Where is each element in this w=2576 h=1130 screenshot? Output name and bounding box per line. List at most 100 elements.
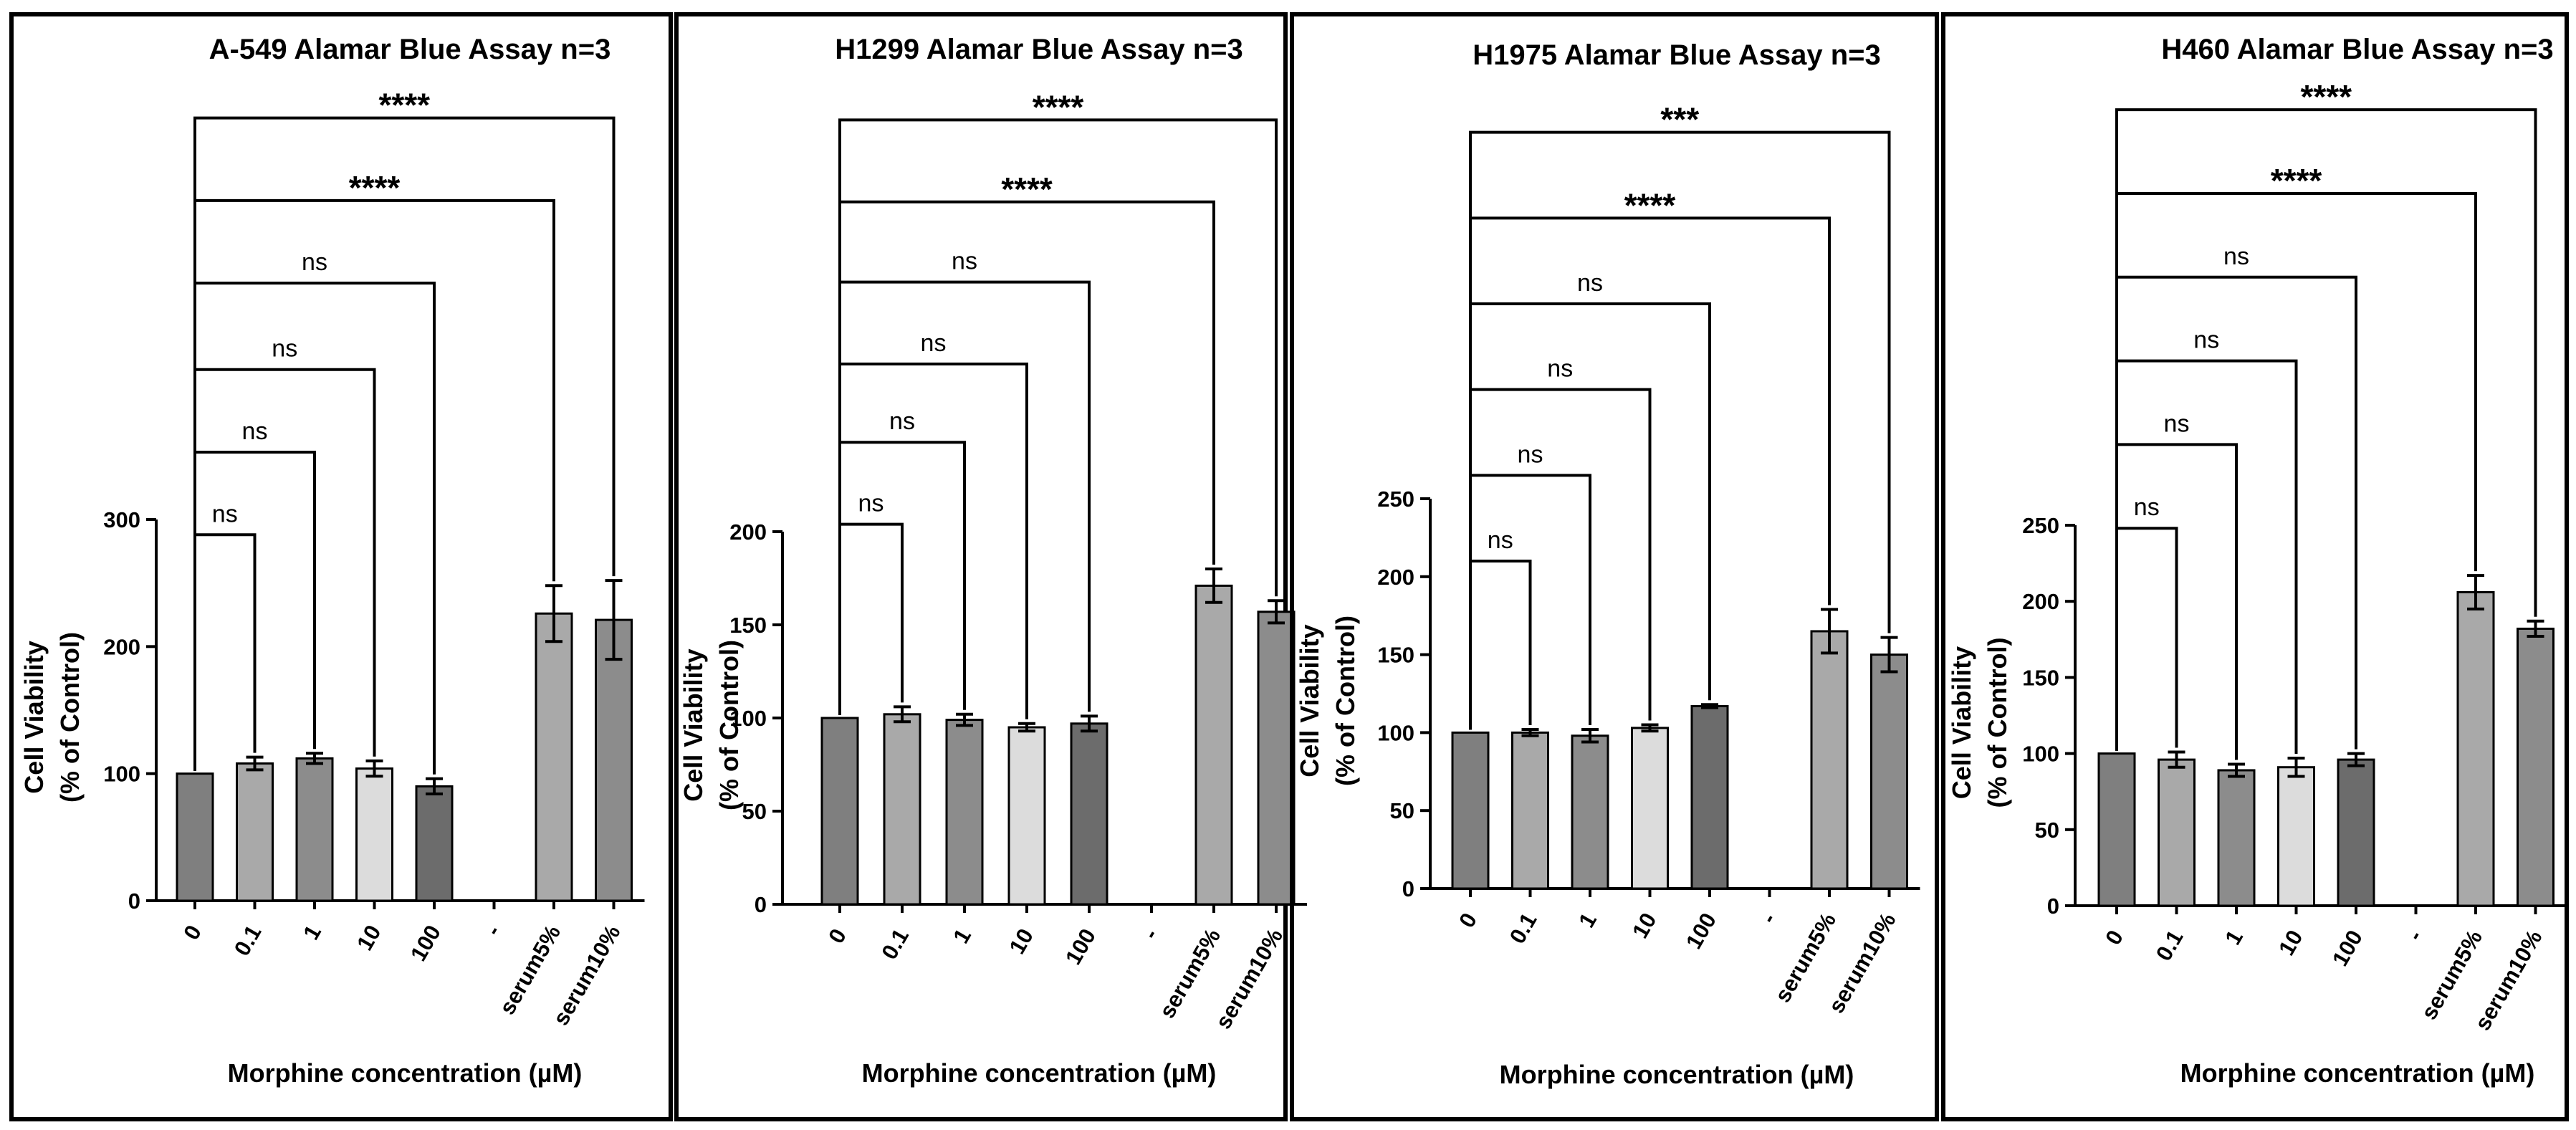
bar <box>1870 653 1908 890</box>
y-tick-label: 50 <box>2035 818 2059 843</box>
x-category-label: 100 <box>1681 909 1721 953</box>
bar <box>2337 758 2375 907</box>
x-category-label: - <box>1756 909 1781 927</box>
significance-label: ns <box>1518 441 1543 468</box>
significance-bracket <box>1469 130 1891 730</box>
bar <box>295 757 334 902</box>
bar <box>1571 734 1609 890</box>
y-tick-label: 150 <box>729 613 767 638</box>
bar <box>820 717 859 906</box>
x-category-label: 0 <box>2100 926 2128 949</box>
bar <box>595 618 633 902</box>
significance-bracket <box>838 118 1278 715</box>
significance-label: **** <box>1001 171 1053 208</box>
panel-frame <box>1290 12 1939 1121</box>
x-category-label: 0.1 <box>1505 909 1542 948</box>
significance-bracket <box>193 116 616 771</box>
significance-bracket <box>2115 527 2178 751</box>
significance-label: ns <box>1488 527 1513 554</box>
bar <box>415 785 454 902</box>
panel-a549: A-549 Alamar Blue Assay n=3 0 100 200 300 Cel… <box>9 12 673 1121</box>
significance-bracket <box>193 368 376 771</box>
y-tick-label: 0 <box>1402 876 1414 901</box>
x-category-label: 100 <box>406 921 446 965</box>
y-tick-label: 150 <box>1377 643 1414 668</box>
significance-label: ns <box>2164 410 2190 437</box>
x-category-label: - <box>1138 924 1163 943</box>
significance-bracket <box>193 533 257 771</box>
x-category-label: 1 <box>948 924 976 947</box>
significance-label: ns <box>2134 494 2160 521</box>
chart-title: H1975 Alamar Blue Assay n=3 <box>1473 39 1881 71</box>
panel-h1975: H1975 Alamar Blue Assay n=30501001502002… <box>1290 12 1939 1121</box>
x-category-label: 10 <box>352 921 386 954</box>
panel-frame <box>1941 12 2569 1121</box>
significance-label: ns <box>212 500 238 527</box>
panel-frame <box>674 12 1288 1121</box>
panel-frame <box>9 12 673 1121</box>
significance-label: **** <box>378 87 430 124</box>
chart-title: A-549 Alamar Blue Assay n=3 <box>209 34 611 65</box>
chart-title: H1299 Alamar Blue Assay n=3 <box>835 34 1243 65</box>
bar <box>535 612 573 902</box>
significance-bracket <box>1469 560 1532 730</box>
x-category-label: 0 <box>823 924 851 947</box>
x-category-label: 0.1 <box>2151 926 2188 965</box>
y-tick-label: 200 <box>1377 565 1414 590</box>
y-tick-label: 100 <box>729 706 767 731</box>
panel-h1299: H1299 Alamar Blue Assay n=3 0 50 100 150 200 C… <box>674 12 1307 1121</box>
y-tick-label: 200 <box>2022 589 2059 614</box>
x-category-label: 1 <box>2220 926 2248 949</box>
bar <box>945 719 984 906</box>
x-category-label: 10 <box>1627 909 1662 942</box>
x-category-label: 1 <box>298 921 326 944</box>
panel-h460: H460 Alamar Blue Assay n=305010015020025… <box>1941 12 2569 1121</box>
x-axis-title: Morphine concentration (µM) <box>1500 1060 1854 1089</box>
bar <box>1257 611 1296 906</box>
bar <box>2456 590 2495 907</box>
y-tick-label: 200 <box>729 519 767 545</box>
significance-label: **** <box>2300 78 2352 115</box>
significance-label: ns <box>889 408 915 435</box>
significance-label: ns <box>2193 327 2219 354</box>
y-axis-title-line1: Cell Viability <box>1947 646 1976 799</box>
bar <box>2217 769 2256 907</box>
significance-label: ns <box>952 248 977 275</box>
x-category-label: - <box>480 921 505 939</box>
y-axis-title-line2: (% of Control) <box>1983 638 2012 808</box>
x-category-label: - <box>2402 926 2427 944</box>
bar <box>1511 731 1549 890</box>
significance-bracket <box>838 363 1028 719</box>
bar <box>1631 727 1669 890</box>
bar <box>883 713 921 906</box>
x-category-label: 100 <box>2327 926 2367 970</box>
significance-bracket <box>2115 359 2298 754</box>
significance-label: *** <box>1660 101 1699 138</box>
bar <box>2517 627 2555 907</box>
y-tick-label: 300 <box>103 507 140 532</box>
y-axis-title-line1: Cell Viability <box>679 648 708 801</box>
x-category-label: 10 <box>1005 924 1039 958</box>
y-tick-label: 200 <box>103 634 140 659</box>
bar <box>1070 722 1109 906</box>
y-tick-label: 50 <box>742 799 767 824</box>
significance-label: ns <box>242 418 268 445</box>
significance-label: ns <box>2223 243 2249 270</box>
bar <box>1690 704 1729 890</box>
bar <box>2097 752 2136 907</box>
x-category-label: 0 <box>178 921 206 944</box>
y-axis-title-line1: Cell Viability <box>19 641 49 793</box>
y-tick-label: 250 <box>1377 487 1414 512</box>
bar <box>1194 584 1233 906</box>
bar <box>2158 758 2196 907</box>
x-category-label: 0.1 <box>229 921 267 960</box>
y-axis-title-line1: Cell Viability <box>1295 624 1324 777</box>
y-tick-label: 100 <box>103 762 140 787</box>
x-category-label: serum5% <box>1154 924 1225 1023</box>
significance-bracket <box>2115 108 2537 751</box>
significance-label: ns <box>1577 269 1603 297</box>
significance-label: **** <box>349 169 401 206</box>
y-axis-title-line2: (% of Control) <box>1331 616 1360 786</box>
y-tick-label: 100 <box>1377 720 1414 745</box>
